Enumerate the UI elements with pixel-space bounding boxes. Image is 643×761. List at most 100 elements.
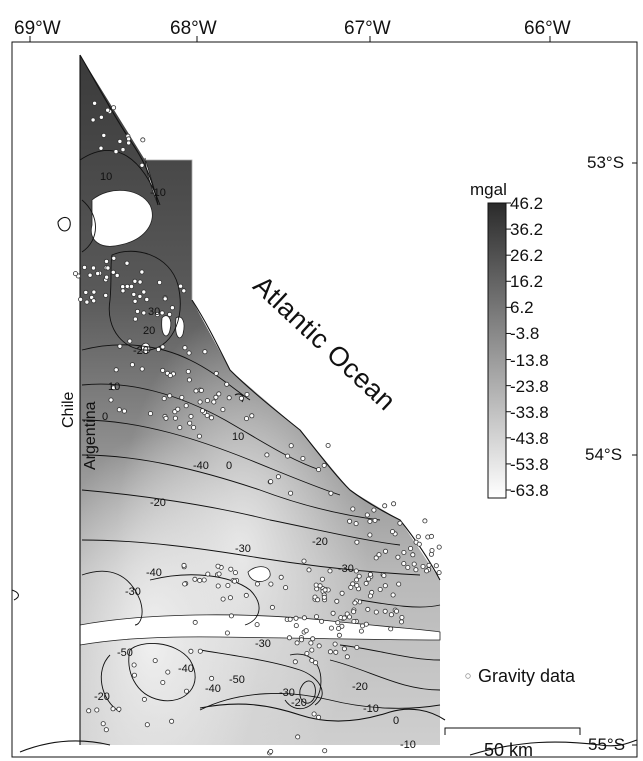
gravity-station: [167, 373, 173, 379]
contour-label: -10: [363, 703, 379, 715]
gravity-station: [110, 706, 116, 712]
gravity-station: [105, 265, 111, 271]
gravity-station: [327, 649, 333, 655]
gravity-station: [353, 568, 359, 574]
gravity-station: [129, 362, 135, 368]
gravity-station: [198, 387, 204, 393]
outer-coast-white: [192, 160, 460, 580]
gravity-station: [367, 571, 373, 577]
gravity-station: [187, 420, 193, 426]
contour-label: 0: [102, 411, 108, 423]
gravity-station: [396, 581, 402, 587]
gravity-station: [193, 388, 199, 394]
gravity-station: [94, 707, 100, 713]
contour-label: -40: [205, 683, 221, 695]
contour-label: -20: [352, 681, 368, 693]
bay-san-sebastian: [90, 189, 153, 247]
latitude-label-54s: 54°S: [585, 445, 623, 464]
country-label-argentina: Argentina: [82, 401, 99, 471]
colorbar-level-label: 36.2: [510, 220, 544, 240]
gravity-station: [167, 311, 173, 317]
gravity-station: [177, 425, 183, 431]
gravity-station: [175, 406, 181, 412]
latitude-label-53s: 53°S: [587, 153, 625, 172]
gravity-station: [104, 274, 110, 280]
gravity-station: [183, 403, 189, 409]
gravity-station: [147, 411, 153, 417]
contour-label: 30: [148, 306, 160, 318]
gravity-station: [436, 570, 442, 576]
gravity-station: [116, 706, 122, 712]
gravity-station: [367, 518, 373, 524]
gravity-station: [354, 645, 360, 651]
gravity-station: [328, 490, 334, 496]
gravity-station: [268, 479, 274, 485]
gravity-station: [131, 672, 137, 678]
contour-label: 20: [143, 325, 155, 337]
colorbar-level-label: 26.2: [510, 246, 544, 266]
gravity-station: [372, 517, 378, 523]
contour-label: -50: [229, 674, 245, 686]
gravity-station: [211, 399, 217, 405]
latitude-ticks: [632, 162, 637, 746]
gravity-station: [91, 265, 97, 271]
scale-bar: [444, 727, 581, 735]
gravity-station: [429, 548, 435, 554]
gravity-station: [162, 296, 168, 302]
gravity-station: [205, 571, 211, 577]
legend-marker: [465, 673, 471, 679]
gravity-station: [182, 581, 188, 587]
gravity-station: [126, 140, 132, 146]
lake-fagnano: [79, 614, 441, 646]
gravity-station: [316, 643, 322, 649]
gravity-station: [204, 398, 210, 404]
colorbar-level-label: 46.2: [510, 194, 544, 213]
longitude-label-66w: 66°W: [524, 18, 571, 39]
gravity-station: [83, 289, 89, 295]
gravity-station: [426, 562, 432, 568]
gravity-station: [113, 367, 119, 373]
gravity-station: [390, 592, 396, 598]
gravity-station: [339, 590, 345, 596]
legend-label: Gravity data: [478, 666, 576, 686]
gravity-station: [354, 539, 360, 545]
gravity-station: [165, 669, 171, 675]
gravity-station: [351, 609, 357, 615]
gravity-station: [309, 657, 315, 663]
gravity-station: [113, 149, 119, 155]
gravity-station: [405, 565, 411, 571]
contour-label: 0: [393, 715, 399, 727]
gravity-station: [244, 391, 250, 397]
gravity-station: [317, 583, 323, 589]
gravity-station: [401, 550, 407, 556]
gravity-station: [228, 566, 234, 572]
gravity-station: [196, 433, 202, 439]
gravity-station: [398, 619, 404, 625]
gravity-station: [183, 688, 189, 694]
gravity-station: [332, 641, 338, 647]
gravity-station: [197, 648, 203, 654]
gravity-station: [321, 594, 327, 600]
gravity-station: [181, 288, 187, 294]
gravity-station: [91, 298, 97, 304]
gravity-station: [128, 283, 134, 289]
gravity-station: [292, 659, 298, 665]
gravity-station: [181, 562, 187, 568]
contour-label: -20: [312, 536, 328, 548]
gravity-station: [226, 395, 232, 401]
gravity-station: [319, 576, 325, 582]
longitude-label-68w: 68°W: [170, 18, 217, 39]
gravity-station: [160, 680, 166, 686]
gravity-station: [268, 749, 274, 755]
gravity-station: [152, 658, 158, 664]
gravity-station: [359, 623, 365, 629]
gravity-station: [185, 368, 191, 374]
gravity-station: [325, 442, 331, 448]
gravity-station: [141, 696, 147, 702]
contour-label: -40: [178, 663, 194, 675]
gravity-station: [311, 711, 317, 717]
gravity-station: [316, 467, 322, 473]
gravity-station: [300, 455, 306, 461]
colorbar-level-label: -23.8: [510, 376, 549, 396]
